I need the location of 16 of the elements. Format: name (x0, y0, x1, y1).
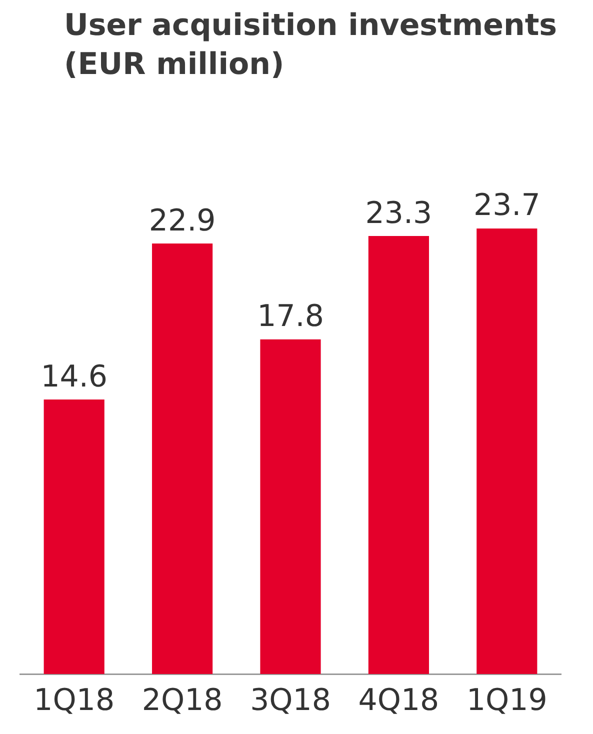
data-label: 23.7 (474, 188, 540, 224)
x-tick-label: 3Q18 (250, 682, 331, 718)
x-tick-label: 1Q19 (466, 682, 548, 718)
bar (368, 236, 429, 674)
bar (476, 228, 538, 674)
bar (260, 339, 321, 674)
data-label: 14.6 (40, 359, 108, 394)
data-label: 23.3 (365, 196, 432, 231)
data-label: 17.8 (257, 299, 324, 334)
x-tick-label: 4Q18 (358, 682, 440, 718)
x-tick-label: 1Q18 (34, 682, 115, 718)
bar (44, 400, 104, 674)
x-tick-label: 2Q18 (142, 682, 223, 718)
chart-title: User acquisition investments (EUR million) (64, 7, 558, 84)
data-label: 22.9 (148, 203, 216, 238)
bar (152, 243, 213, 674)
